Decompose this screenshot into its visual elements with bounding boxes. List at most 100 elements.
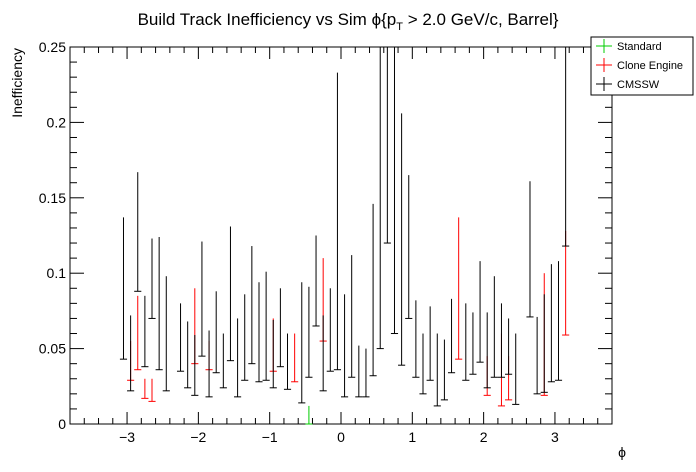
legend-box xyxy=(590,36,694,96)
y-tick-label: 0.2 xyxy=(47,114,67,130)
x-tick-label: −2 xyxy=(190,429,206,445)
data-point xyxy=(155,237,163,371)
data-point xyxy=(455,217,463,360)
y-tick-label: 0.1 xyxy=(47,265,67,281)
data-point xyxy=(134,295,142,371)
legend-entry-clone-engine: Clone Engine xyxy=(596,58,683,72)
data-point xyxy=(369,203,377,377)
data-point xyxy=(490,276,498,378)
data-point xyxy=(255,282,263,383)
data-point xyxy=(533,316,541,395)
y-tick-label: 0.05 xyxy=(39,341,66,357)
data-point xyxy=(383,47,391,244)
data-point xyxy=(326,288,334,372)
data-point xyxy=(562,47,570,247)
data-point xyxy=(512,333,520,405)
data-point xyxy=(276,288,284,368)
y-axis: 0 0.05 0.1 0.15 0.2 0.25 xyxy=(39,39,612,432)
series-cmssw xyxy=(119,47,570,407)
data-series-layer xyxy=(119,47,570,425)
data-point xyxy=(398,113,406,366)
y-tick-label: 0.15 xyxy=(39,190,66,206)
data-point xyxy=(291,333,299,383)
data-point xyxy=(554,261,563,381)
data-point xyxy=(469,312,477,375)
x-tick-label: 3 xyxy=(551,429,559,445)
x-tick-label: −3 xyxy=(119,429,135,445)
data-point xyxy=(219,333,227,389)
legend: Standard Clone Engine CMSSW xyxy=(590,36,694,96)
data-point xyxy=(226,226,235,362)
data-point xyxy=(248,246,256,365)
data-point xyxy=(305,286,313,378)
data-point xyxy=(433,333,441,407)
data-point xyxy=(497,303,506,378)
data-point xyxy=(412,300,420,378)
x-tick-label: 2 xyxy=(480,429,488,445)
legend-entry-standard: Standard xyxy=(596,39,662,53)
data-point xyxy=(419,333,427,395)
x-tick-label: 0 xyxy=(337,429,345,445)
plot-frame-border xyxy=(69,46,613,425)
chart-title: Build Track Inefficiency vs Sim ϕ{pT > 2… xyxy=(138,10,559,33)
data-point xyxy=(319,315,327,392)
chart-title-rest: > 2.0 GeV/c, Barrel} xyxy=(403,10,559,29)
data-point xyxy=(333,72,341,371)
data-point xyxy=(148,238,156,319)
data-point xyxy=(212,291,220,374)
data-point xyxy=(148,378,156,402)
chart-title-subscript: T xyxy=(396,21,403,33)
x-tick-label: −1 xyxy=(262,429,278,445)
data-point xyxy=(141,378,149,399)
data-point xyxy=(141,295,149,368)
data-point xyxy=(405,175,413,319)
legend-entry-cmssw: CMSSW xyxy=(596,77,660,91)
data-point xyxy=(426,306,434,381)
data-point xyxy=(176,303,185,372)
x-axis-label: ϕ xyxy=(618,444,626,460)
y-tick-label: 0 xyxy=(58,416,66,432)
data-point xyxy=(312,235,320,327)
data-point xyxy=(262,271,270,381)
data-point xyxy=(162,276,170,392)
data-point xyxy=(127,315,135,392)
data-point xyxy=(476,261,484,363)
data-point xyxy=(526,181,534,318)
x-tick-label: 1 xyxy=(408,429,416,445)
y-tick-label: 0.25 xyxy=(39,39,66,55)
data-point xyxy=(348,255,356,378)
legend-label-standard: Standard xyxy=(617,41,662,53)
series-standard xyxy=(305,405,313,425)
data-point xyxy=(505,318,513,375)
data-point xyxy=(305,405,313,425)
data-point xyxy=(184,321,192,389)
data-point xyxy=(298,282,306,404)
chart-title-main: Build Track Inefficiency vs Sim ϕ{p xyxy=(138,10,397,29)
data-point xyxy=(483,312,491,389)
data-point xyxy=(362,348,370,398)
data-point xyxy=(440,339,448,401)
data-point xyxy=(234,318,242,398)
plot-area xyxy=(69,46,613,425)
y-axis-label: Inefficiency xyxy=(9,48,25,118)
data-point xyxy=(134,172,142,292)
data-point xyxy=(269,319,277,389)
data-point xyxy=(198,241,206,357)
x-axis: −3 −2 −1 0 1 2 3 xyxy=(83,47,599,445)
legend-label-clone-engine: Clone Engine xyxy=(617,60,683,72)
data-point xyxy=(462,303,470,381)
data-point xyxy=(119,217,128,360)
data-point xyxy=(447,298,456,374)
data-point xyxy=(241,294,249,381)
data-point xyxy=(355,345,363,398)
data-point xyxy=(283,333,292,390)
data-point xyxy=(205,330,213,398)
data-point xyxy=(390,47,399,335)
data-point xyxy=(547,264,555,383)
data-point xyxy=(191,335,199,396)
data-point xyxy=(376,47,384,350)
data-point xyxy=(540,294,548,393)
data-point xyxy=(562,230,570,336)
legend-label-cmssw: CMSSW xyxy=(617,79,660,91)
